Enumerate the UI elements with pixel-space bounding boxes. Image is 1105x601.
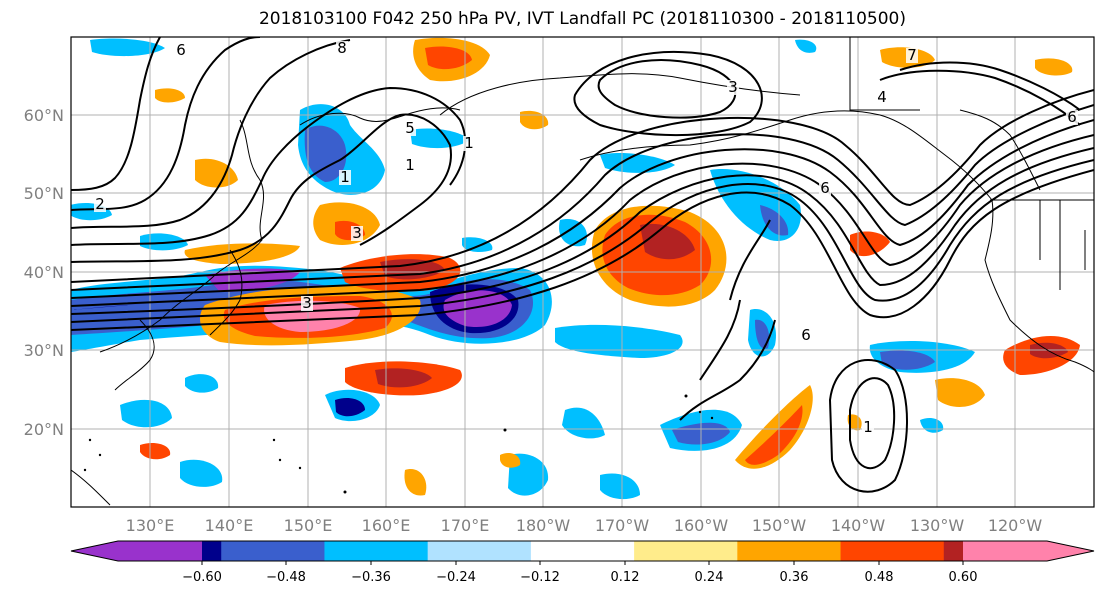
- colorbar-tick-label: −0.48: [266, 570, 306, 585]
- lon-label: 170°E: [441, 516, 490, 535]
- coastlines: [71, 37, 1094, 506]
- contour-label: 5: [405, 119, 415, 137]
- lon-label: 150°W: [752, 516, 807, 535]
- colorbar-segment: [634, 541, 738, 561]
- shading-negative-purple: [205, 268, 512, 328]
- colorbar-segment: [324, 541, 429, 561]
- colorbar-segment: [427, 541, 532, 561]
- lat-label: 30°N: [24, 341, 64, 360]
- lon-label: 140°E: [205, 516, 254, 535]
- lon-label: 120°W: [988, 516, 1043, 535]
- contour-label: 7: [907, 46, 917, 64]
- colorbar-segment: [840, 541, 945, 561]
- contour-label: 3: [302, 294, 312, 312]
- contour-label: 6: [176, 41, 186, 59]
- colorbar-tick-label: 0.36: [780, 570, 809, 585]
- lon-label: 150°E: [284, 516, 333, 535]
- colorbar-segment: [221, 541, 325, 561]
- colorbar: −0.60 −0.48 −0.36 −0.24 −0.12 0.12 0.24 0.36 0.4…: [70, 540, 1095, 585]
- shading-negative-navy: [71, 284, 519, 334]
- lat-label: 20°N: [24, 420, 64, 439]
- lon-label: 160°W: [674, 516, 729, 535]
- colorbar-extend-right: [1047, 541, 1094, 561]
- contour-label: 6: [1067, 108, 1077, 126]
- contour-label: 2: [95, 195, 105, 213]
- shading-positive-pink: [264, 300, 361, 332]
- contour-label: 1: [863, 418, 873, 436]
- contour-label: 6: [801, 326, 811, 344]
- colorbar-tick-label: 0.48: [865, 570, 894, 585]
- pc-shading-layer: [71, 37, 1080, 500]
- colorbar-tick-label: −0.36: [351, 570, 391, 585]
- contour-label: 8: [337, 39, 347, 57]
- colorbar-tick-label: 0.60: [949, 570, 978, 585]
- pv-contours: [71, 37, 1094, 493]
- lon-label: 140°W: [831, 516, 886, 535]
- lon-label: 170°W: [595, 516, 650, 535]
- lon-label: 160°E: [362, 516, 411, 535]
- longitude-labels: 130°E 140°E 150°E 160°E 170°E 180°W 170°W 160°W…: [126, 516, 1043, 535]
- colorbar-segment: [737, 541, 842, 561]
- contour-label: 1: [464, 134, 474, 152]
- colorbar-segment: [530, 541, 635, 561]
- lon-label: 130°W: [910, 516, 965, 535]
- colorbar-tick-label: 0.12: [611, 570, 640, 585]
- contour-label: 3: [352, 224, 362, 242]
- contour-label: 3: [728, 78, 738, 96]
- colorbar-tick-label: 0.24: [695, 570, 724, 585]
- contour-label: 6: [820, 179, 830, 197]
- lat-label: 50°N: [24, 184, 64, 203]
- lon-label: 180°W: [516, 516, 571, 535]
- contour-label: 4: [877, 88, 887, 106]
- map-title: 2018103100 F042 250 hPa PV, IVT Landfall…: [258, 9, 906, 29]
- latitude-labels: 60°N 50°N 40°N 30°N 20°N: [24, 106, 64, 439]
- lon-label: 130°E: [126, 516, 175, 535]
- colorbar-tick-label: −0.24: [436, 570, 476, 585]
- colorbar-tick-label: −0.60: [182, 570, 222, 585]
- lat-label: 40°N: [24, 263, 64, 282]
- contour-label: 1: [405, 156, 415, 174]
- map-frame: [70, 36, 1095, 508]
- colorbar-extend-left: [71, 541, 118, 561]
- lat-label: 60°N: [24, 106, 64, 125]
- colorbar-tick-label: −0.12: [520, 570, 560, 585]
- contour-label: 1: [340, 168, 350, 186]
